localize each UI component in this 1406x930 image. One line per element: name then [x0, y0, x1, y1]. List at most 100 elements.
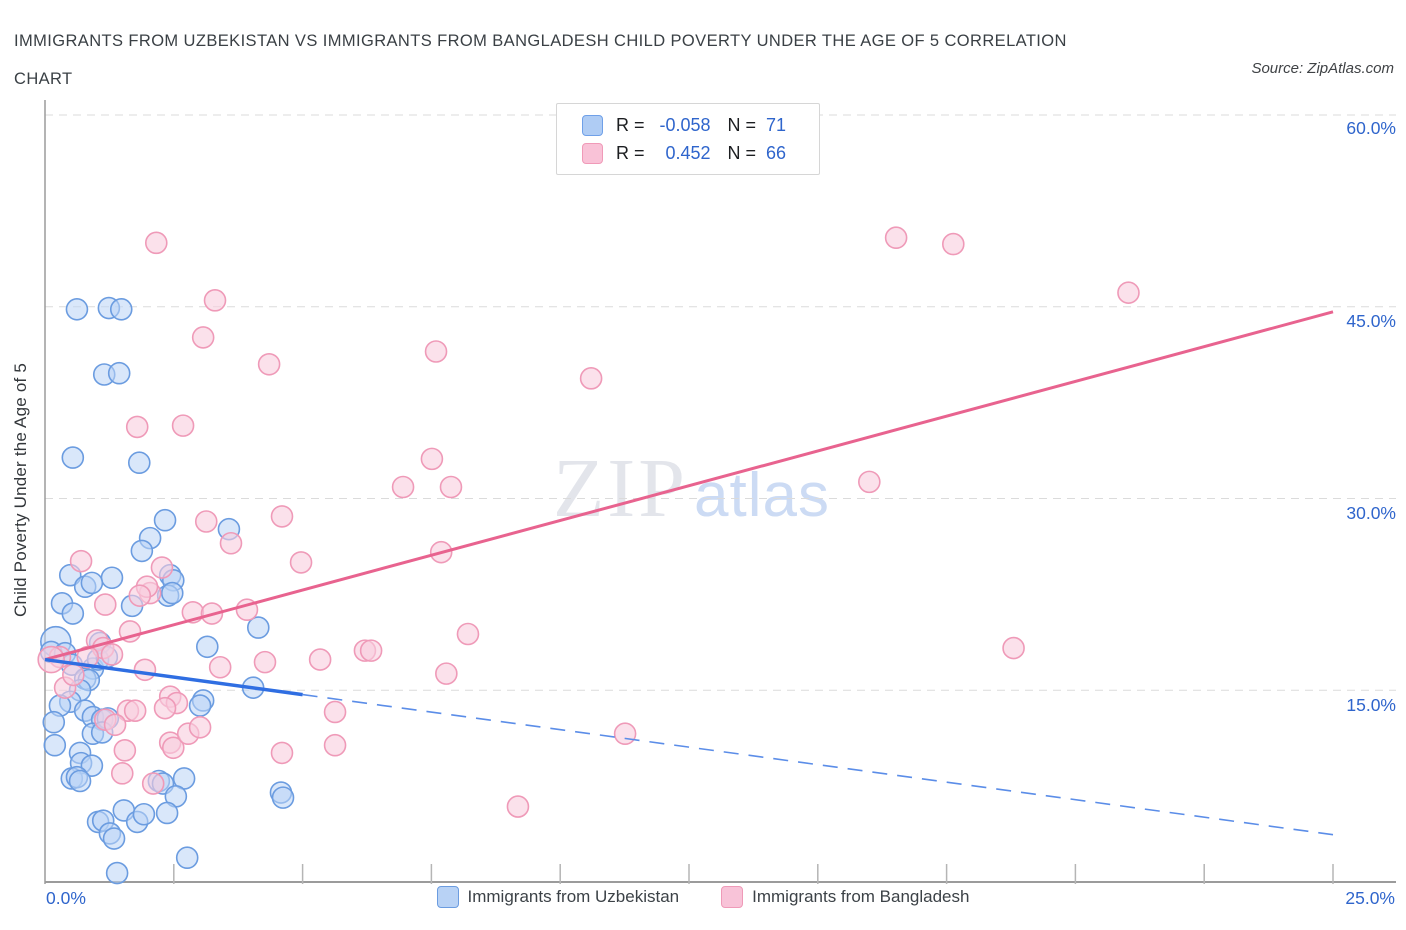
data-point-bangladesh[interactable] — [194, 510, 218, 533]
data-point-bangladesh[interactable] — [506, 795, 530, 818]
data-point-bangladesh[interactable] — [613, 722, 637, 746]
data-point-uzbekistan[interactable] — [105, 861, 129, 885]
data-point-bangladesh[interactable] — [62, 663, 85, 687]
data-point-uzbekistan[interactable] — [43, 733, 67, 757]
n-label: N = — [727, 142, 757, 163]
series-legend: Immigrants from Uzbekistan Immigrants fr… — [0, 886, 1406, 908]
data-point-bangladesh[interactable] — [359, 639, 383, 662]
y-tick-label-60: 60.0% — [1346, 118, 1396, 138]
data-point-bangladesh[interactable] — [128, 584, 152, 607]
r-value-bangladesh: 0.452 — [665, 142, 711, 163]
data-point-bangladesh[interactable] — [100, 643, 124, 666]
data-point-uzbekistan[interactable] — [175, 846, 199, 870]
data-point-bangladesh[interactable] — [219, 531, 243, 555]
y-tick-label-45: 45.0% — [1346, 311, 1396, 331]
data-point-bangladesh[interactable] — [141, 772, 165, 795]
data-point-bangladesh[interactable] — [858, 470, 881, 494]
trend-lines — [44, 310, 1334, 836]
data-point-bangladesh[interactable] — [257, 352, 281, 376]
data-point-uzbekistan[interactable] — [155, 801, 179, 825]
data-point-bangladesh[interactable] — [289, 551, 313, 574]
data-point-bangladesh[interactable] — [323, 733, 347, 757]
data-point-uzbekistan[interactable] — [130, 539, 154, 563]
data-point-uzbekistan[interactable] — [195, 635, 219, 659]
data-point-bangladesh[interactable] — [125, 415, 149, 439]
data-point-bangladesh[interactable] — [941, 232, 965, 256]
data-point-bangladesh[interactable] — [884, 226, 908, 250]
r-label: R = — [616, 142, 645, 163]
data-point-bangladesh[interactable] — [110, 762, 134, 785]
trend-line-uzbekistan-solid — [44, 657, 303, 697]
zipatlas-watermark: ZIP atlas — [553, 440, 830, 537]
trend-line-bangladesh — [44, 310, 1334, 662]
data-point-uzbekistan[interactable] — [271, 786, 295, 809]
data-point-bangladesh[interactable] — [153, 696, 177, 720]
data-point-uzbekistan[interactable] — [80, 571, 104, 595]
data-point-bangladesh[interactable] — [1117, 281, 1140, 304]
data-point-bangladesh[interactable] — [424, 340, 448, 363]
uzbekistan-swatch-icon — [436, 886, 459, 908]
chart-title-line1: IMMIGRANTS FROM UZBEKISTAN VS IMMIGRANTS… — [14, 32, 1067, 50]
y-tick-label-15: 15.0% — [1346, 695, 1396, 715]
data-point-uzbekistan[interactable] — [100, 566, 124, 590]
data-point-uzbekistan[interactable] — [109, 298, 133, 321]
legend-row-uzbekistan: R = -0.058 N = 71 — [582, 113, 819, 137]
data-point-bangladesh[interactable] — [1002, 636, 1025, 660]
data-point-bangladesh[interactable] — [161, 736, 185, 760]
source-attribution: Source: ZipAtlas.com — [1251, 60, 1394, 77]
x-tick-label-max: 25.0% — [1345, 888, 1395, 908]
data-point-bangladesh[interactable] — [123, 699, 147, 723]
legend-row-bangladesh: R = 0.452 N = 66 — [582, 141, 819, 165]
data-point-uzbekistan[interactable] — [153, 508, 177, 532]
data-point-bangladesh[interactable] — [456, 622, 480, 646]
data-point-bangladesh[interactable] — [103, 713, 127, 737]
watermark-atlas: atlas — [694, 461, 830, 530]
data-point-uzbekistan[interactable] — [127, 451, 151, 475]
x-tick-label-min: 0.0% — [46, 888, 86, 908]
legend-label-bangladesh: Immigrants from Bangladesh — [752, 887, 970, 906]
data-point-uzbekistan[interactable] — [61, 602, 85, 625]
data-point-bangladesh[interactable] — [69, 549, 93, 573]
data-point-bangladesh[interactable] — [144, 231, 168, 255]
data-point-uzbekistan[interactable] — [246, 616, 270, 639]
x-axis-ticks — [173, 864, 1334, 884]
data-point-uzbekistan[interactable] — [107, 361, 131, 385]
data-point-uzbekistan[interactable] — [42, 710, 66, 734]
data-point-uzbekistan[interactable] — [102, 827, 126, 850]
data-point-bangladesh[interactable] — [579, 367, 603, 390]
data-point-bangladesh[interactable] — [150, 556, 174, 579]
data-point-bangladesh[interactable] — [133, 658, 157, 682]
chart-title: IMMIGRANTS FROM UZBEKISTAN VS IMMIGRANTS… — [14, 22, 1214, 98]
data-point-uzbekistan[interactable] — [65, 298, 89, 321]
data-point-bangladesh[interactable] — [188, 716, 212, 739]
data-point-bangladesh[interactable] — [203, 289, 227, 312]
bangladesh-swatch-icon — [582, 142, 603, 164]
legend-item-uzbekistan[interactable]: Immigrants from Uzbekistan — [436, 886, 679, 908]
data-point-bangladesh[interactable] — [439, 475, 463, 499]
r-label: R = — [616, 114, 645, 135]
data-point-bangladesh[interactable] — [208, 655, 232, 679]
data-point-bangladesh[interactable] — [113, 739, 137, 762]
data-point-uzbekistan[interactable] — [80, 754, 104, 777]
data-point-bangladesh[interactable] — [323, 700, 347, 724]
data-point-uzbekistan[interactable] — [188, 694, 212, 717]
data-point-bangladesh[interactable] — [308, 648, 332, 671]
data-point-bangladesh[interactable] — [435, 662, 458, 685]
data-point-bangladesh[interactable] — [270, 505, 294, 528]
trend-line-uzbekistan-dashed — [302, 693, 1334, 836]
data-point-bangladesh[interactable] — [270, 741, 294, 765]
data-point-bangladesh[interactable] — [171, 414, 195, 437]
data-point-uzbekistan[interactable] — [61, 446, 85, 469]
data-point-bangladesh[interactable] — [253, 650, 277, 674]
data-point-bangladesh[interactable] — [93, 593, 117, 616]
legend-item-bangladesh[interactable]: Immigrants from Bangladesh — [721, 886, 969, 908]
data-point-uzbekistan[interactable] — [68, 769, 92, 793]
n-value-uzbekistan: 71 — [766, 114, 787, 135]
data-point-uzbekistan[interactable] — [160, 581, 184, 605]
data-point-bangladesh[interactable] — [391, 475, 415, 499]
data-point-uzbekistan[interactable] — [132, 802, 156, 826]
data-point-bangladesh[interactable] — [420, 447, 444, 471]
data-point-bangladesh[interactable] — [191, 326, 215, 349]
